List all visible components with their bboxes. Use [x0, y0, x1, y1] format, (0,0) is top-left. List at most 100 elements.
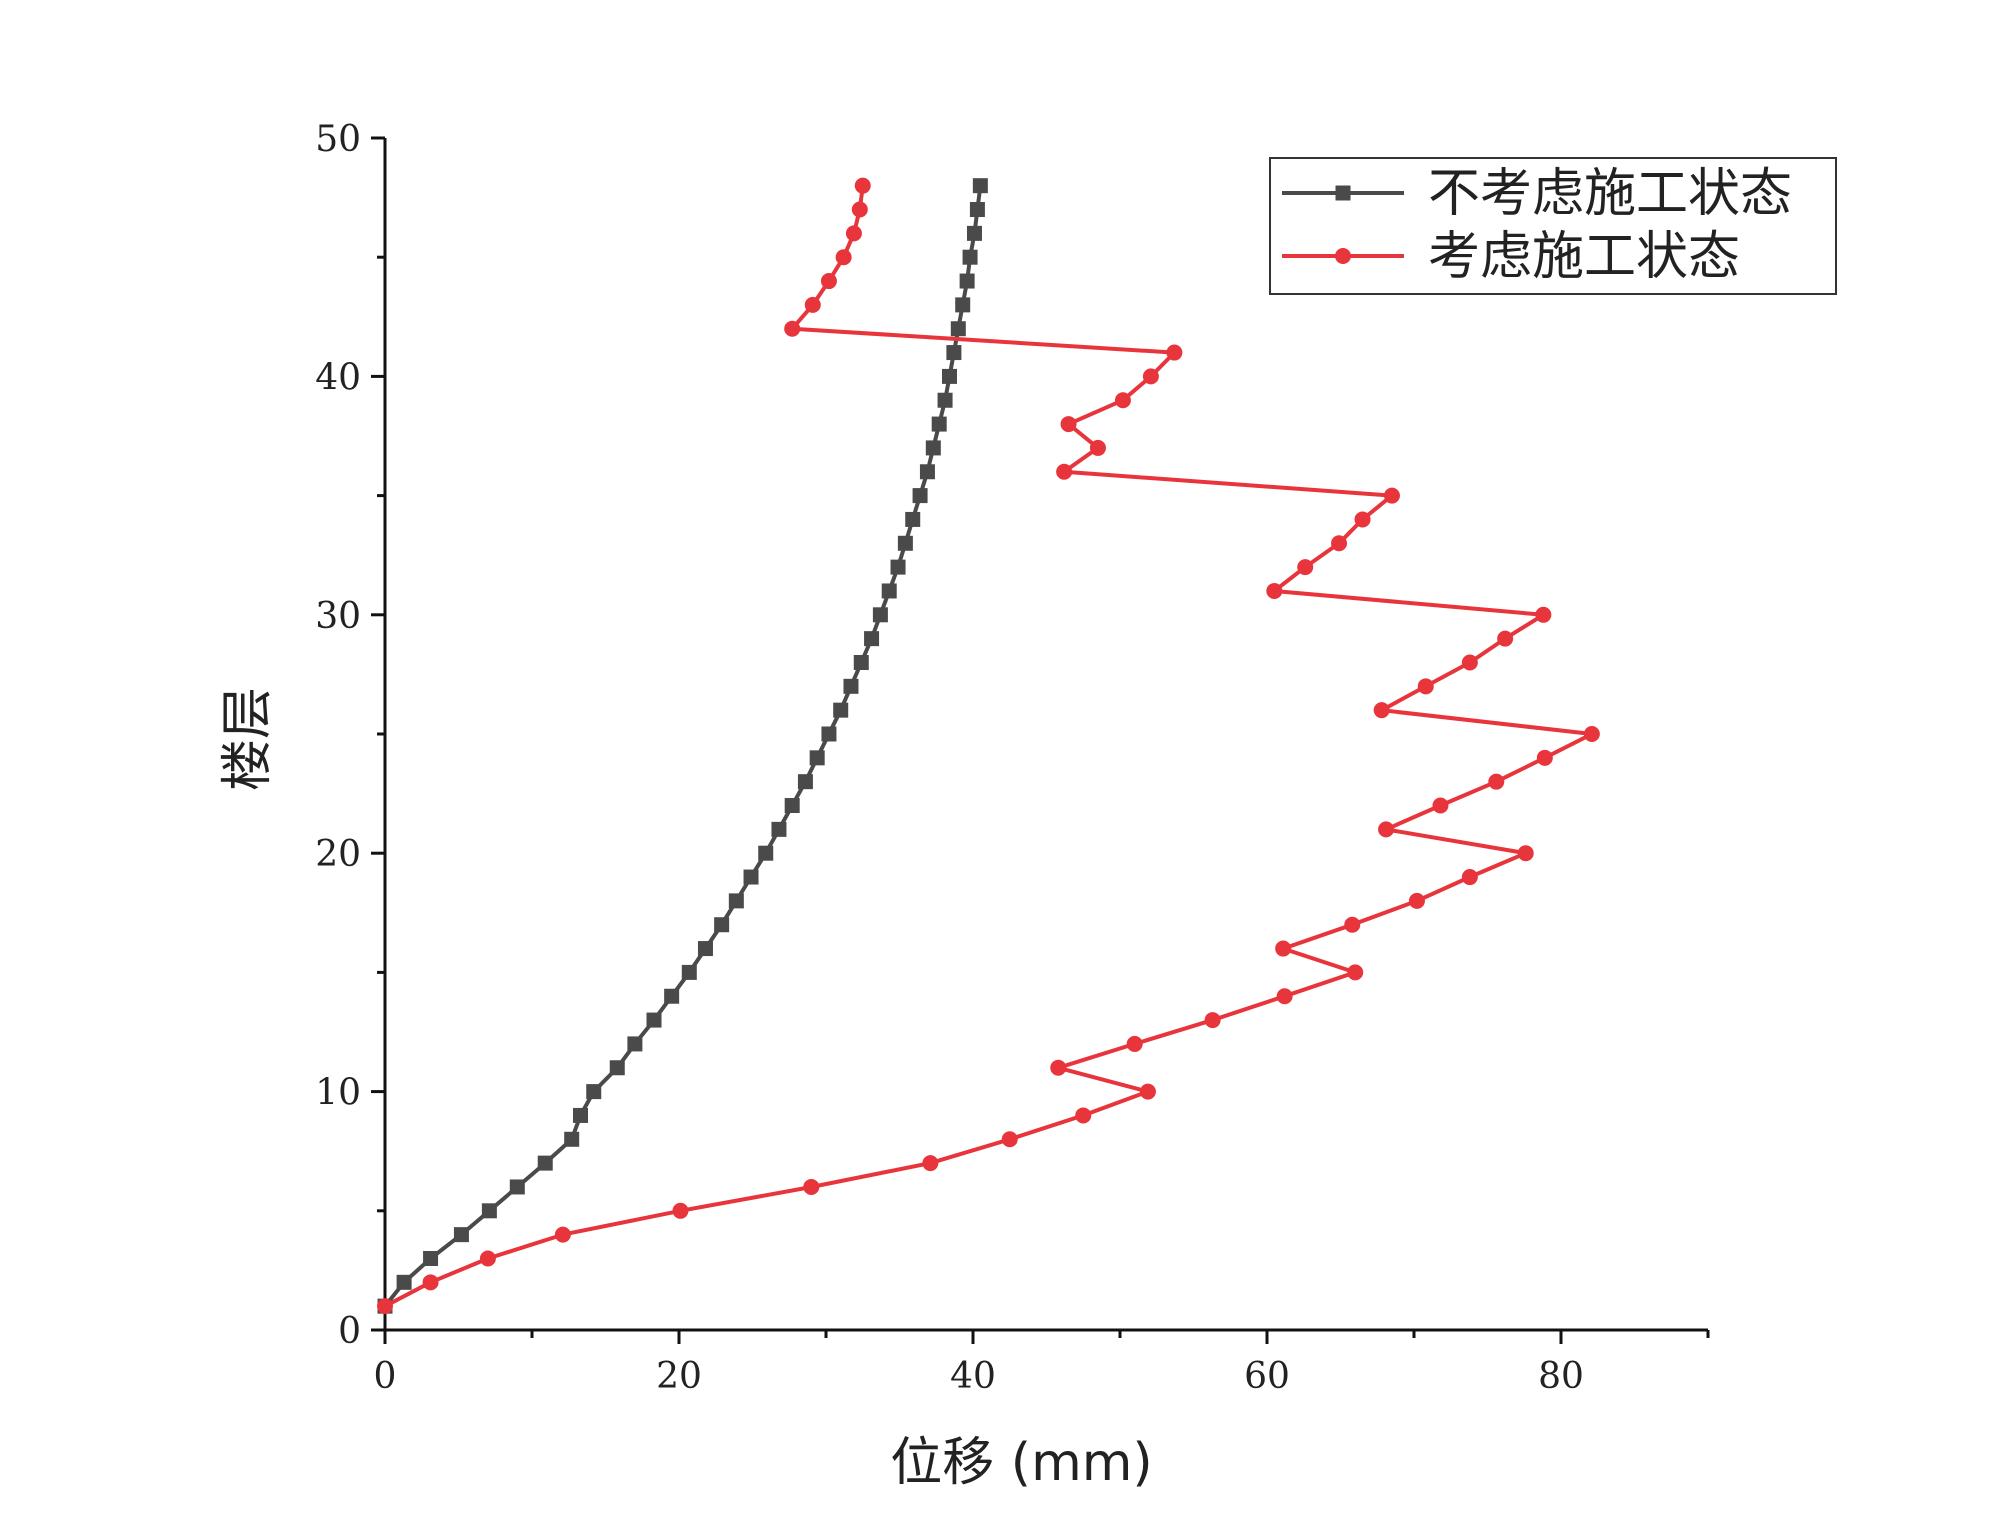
data-point: [646, 1012, 662, 1028]
data-point: [854, 177, 871, 194]
data-point: [1347, 964, 1364, 981]
data-point: [728, 893, 744, 909]
data-point: [1056, 463, 1073, 480]
data-point: [1408, 892, 1425, 909]
legend: 不考虑施工状态 考虑施工状态: [1269, 157, 1837, 295]
data-point: [1297, 559, 1314, 576]
data-point: [922, 1155, 939, 1172]
data-point: [1383, 487, 1400, 504]
data-point: [925, 440, 941, 456]
data-point: [1166, 344, 1183, 361]
data-point: [941, 368, 957, 384]
data-point: [1517, 845, 1534, 862]
series-layer: [377, 177, 1600, 1315]
data-point: [1373, 702, 1390, 719]
data-point: [1461, 654, 1478, 671]
data-point: [1075, 1107, 1092, 1124]
y-tick-label: 0: [338, 1311, 361, 1352]
legend-box: [1269, 157, 1837, 295]
data-point: [843, 678, 859, 694]
data-point: [509, 1179, 525, 1195]
data-point: [423, 1250, 439, 1266]
data-point: [564, 1131, 580, 1147]
data-point: [758, 845, 774, 861]
series-1: [377, 177, 1600, 1315]
data-point: [743, 869, 759, 885]
data-point: [697, 941, 713, 957]
data-point: [1497, 630, 1514, 647]
data-point: [1331, 535, 1348, 552]
data-point: [1142, 368, 1159, 385]
data-point: [931, 416, 947, 432]
data-point: [919, 464, 935, 480]
data-point: [554, 1226, 571, 1243]
data-point: [1266, 582, 1283, 599]
data-point: [851, 201, 868, 218]
data-point: [881, 583, 897, 599]
data-point: [1536, 749, 1553, 766]
data-point: [890, 559, 906, 575]
data-point: [453, 1227, 469, 1243]
data-point: [1378, 821, 1395, 838]
data-point: [586, 1084, 602, 1100]
data-point: [946, 345, 962, 361]
data-point: [479, 1250, 496, 1267]
x-tick-label: 60: [1244, 1356, 1290, 1397]
data-point: [833, 702, 849, 718]
x-tick-label: 80: [1538, 1356, 1584, 1397]
data-point: [1535, 606, 1552, 623]
data-point: [1204, 1012, 1221, 1029]
ticks: 0 20 40 60 80 0 10 20 30 40 50: [315, 119, 1710, 1397]
data-point: [681, 964, 697, 980]
data-point: [872, 607, 888, 623]
data-point: [1488, 773, 1505, 790]
x-tick-label: 0: [374, 1356, 397, 1397]
data-point: [771, 821, 787, 837]
y-axis-title: 楼层: [218, 687, 278, 791]
data-point: [1126, 1035, 1143, 1052]
data-point: [1001, 1131, 1018, 1148]
data-point: [966, 225, 982, 241]
data-point: [820, 273, 837, 290]
series-line: [383, 185, 983, 1308]
data-point: [784, 798, 800, 814]
data-point: [897, 535, 913, 551]
data-point: [962, 249, 978, 265]
data-point: [664, 988, 680, 1004]
data-point: [784, 320, 801, 337]
x-tick-label: 20: [656, 1356, 702, 1397]
y-tick-label: 40: [315, 357, 361, 398]
data-point: [573, 1107, 589, 1123]
x-axis-title: 位移 (mm): [890, 1433, 1152, 1493]
data-point: [809, 750, 825, 766]
data-point: [969, 202, 985, 218]
data-point: [797, 774, 813, 790]
data-point: [955, 297, 971, 313]
data-point: [1114, 392, 1131, 409]
data-point: [972, 178, 988, 194]
data-point: [912, 488, 928, 504]
data-point: [853, 654, 869, 670]
data-point: [950, 321, 966, 337]
data-point: [835, 249, 852, 266]
data-point: [1275, 940, 1292, 957]
data-point: [905, 511, 921, 527]
legend-marker-square: [1335, 185, 1351, 201]
data-point: [1344, 916, 1361, 933]
axes: [383, 138, 1708, 1332]
series-0: [377, 178, 988, 1314]
data-point: [821, 726, 837, 742]
x-tick-label: 40: [950, 1356, 996, 1397]
data-point: [1354, 511, 1371, 528]
data-point: [1089, 439, 1106, 456]
data-point: [1060, 416, 1077, 433]
data-point: [537, 1155, 553, 1171]
data-point: [1417, 678, 1434, 695]
data-point: [714, 917, 730, 933]
legend-label-no-construction: 不考虑施工状态: [1428, 164, 1792, 224]
data-point: [1276, 988, 1293, 1005]
legend-label-construction: 考虑施工状态: [1428, 227, 1740, 287]
data-point: [1050, 1059, 1067, 1076]
y-tick-label: 10: [315, 1073, 361, 1114]
